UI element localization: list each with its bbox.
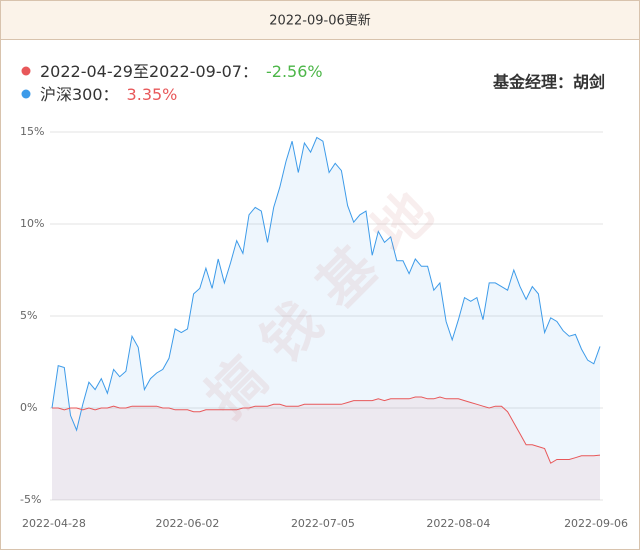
y-tick-label: 5% <box>20 309 37 322</box>
x-tick-label: 2022-06-02 <box>155 517 219 530</box>
legend-marker <box>21 66 31 76</box>
legend-name: 沪深300： <box>40 85 119 104</box>
legend-name: 2022-04-29至2022-09-07： <box>40 62 258 81</box>
legend-marker <box>21 89 31 99</box>
y-tick-label: 15% <box>20 125 44 138</box>
header-bar <box>0 0 640 40</box>
legend-value: -2.56% <box>266 62 323 81</box>
y-tick-label: -5% <box>20 493 41 506</box>
legend-value: 3.35% <box>127 85 178 104</box>
line <box>51 136 601 432</box>
legend: 2022-04-29至2022-09-07： -2.56% 沪深300： 3.35% <box>21 62 323 104</box>
y-tick-label: 0% <box>20 401 37 414</box>
y-tick-label: 10% <box>20 217 44 230</box>
x-tick-label: 2022-04-28 <box>22 517 86 530</box>
legend-entry: 2022-04-29至2022-09-07： -2.56% <box>40 62 323 81</box>
area <box>52 397 600 500</box>
x-tick-label: 2022-09-06 <box>564 517 628 530</box>
x-tick-label: 2022-08-04 <box>426 517 490 530</box>
line <box>52 396 601 464</box>
x-tick-label: 2022-07-05 <box>291 517 355 530</box>
manager-label: 基金经理：胡剑 <box>492 73 605 92</box>
area <box>52 137 600 500</box>
header-title: 2022-09-06更新 <box>269 13 371 29</box>
legend-entry: 沪深300： 3.35% <box>40 85 177 104</box>
